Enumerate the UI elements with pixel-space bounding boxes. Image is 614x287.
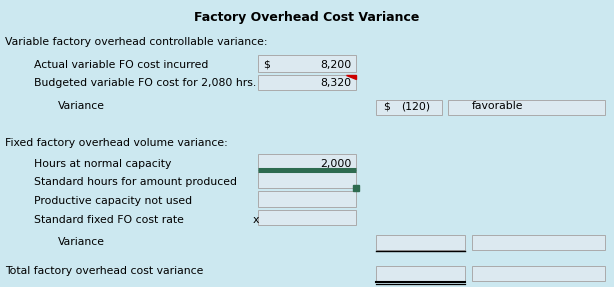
Bar [258, 75, 356, 90]
Bar [258, 154, 356, 169]
Bar [376, 235, 465, 250]
Bar [376, 266, 465, 281]
Text: Productive capacity not used: Productive capacity not used [34, 196, 192, 206]
Text: (120): (120) [401, 101, 430, 111]
Bar [472, 266, 605, 281]
Text: x: x [252, 215, 258, 224]
Bar [258, 210, 356, 225]
Bar [472, 235, 605, 250]
Text: Standard hours for amount produced: Standard hours for amount produced [34, 177, 237, 187]
Text: Fixed factory overhead volume variance:: Fixed factory overhead volume variance: [5, 139, 228, 148]
Polygon shape [346, 75, 356, 79]
Bar [258, 191, 356, 207]
Text: $: $ [383, 101, 390, 111]
Text: Hours at normal capacity: Hours at normal capacity [34, 159, 171, 168]
Text: Factory Overhead Cost Variance: Factory Overhead Cost Variance [194, 11, 420, 24]
Text: $: $ [263, 60, 270, 69]
Bar [258, 171, 356, 188]
Bar [376, 100, 442, 115]
Text: Variance: Variance [58, 237, 106, 247]
Text: Variance: Variance [58, 101, 106, 111]
Text: favorable: favorable [472, 101, 523, 111]
Text: Standard fixed FO cost rate: Standard fixed FO cost rate [34, 215, 184, 224]
Text: 8,200: 8,200 [320, 60, 351, 69]
Text: 2,000: 2,000 [320, 159, 351, 168]
Text: 8,320: 8,320 [320, 78, 351, 88]
Bar [448, 100, 605, 115]
Text: Actual variable FO cost incurred: Actual variable FO cost incurred [34, 60, 208, 69]
Bar [258, 55, 356, 72]
Text: Budgeted variable FO cost for 2,080 hrs.: Budgeted variable FO cost for 2,080 hrs. [34, 78, 256, 88]
Text: Total factory overhead cost variance: Total factory overhead cost variance [5, 266, 203, 276]
Text: Variable factory overhead controllable variance:: Variable factory overhead controllable v… [5, 37, 268, 46]
